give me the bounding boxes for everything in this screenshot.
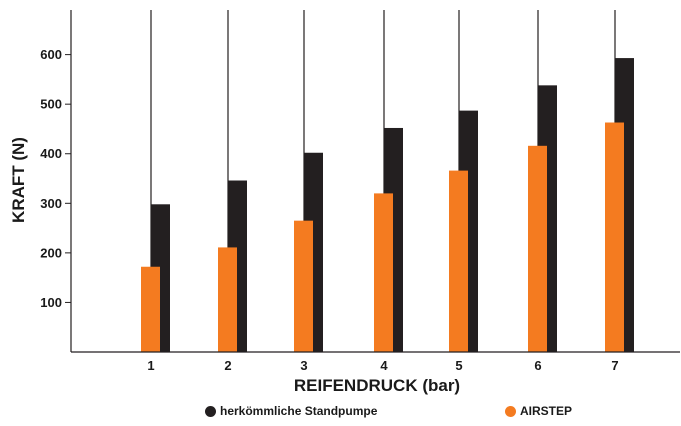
- bar-airstep-1: [141, 266, 160, 352]
- y-tick-label-100: 100: [40, 295, 62, 310]
- bar-airstep-2: [218, 247, 237, 352]
- legend: herkömmliche Standpumpe AIRSTEP: [0, 404, 681, 424]
- y-tick-labels: 100 200 300 400 500 600: [40, 47, 71, 310]
- x-tick-label-3: 3: [300, 358, 307, 373]
- y-tick-label-500: 500: [40, 97, 62, 112]
- axes: [70, 10, 680, 353]
- bar-airstep-5: [449, 170, 468, 352]
- y-tick-label-300: 300: [40, 196, 62, 211]
- bar-airstep-7: [605, 122, 624, 352]
- x-tick-label-6: 6: [534, 358, 541, 373]
- x-axis-title: REIFENDRUCK (bar): [294, 376, 460, 395]
- x-tick-label-4: 4: [380, 358, 388, 373]
- legend-label: AIRSTEP: [520, 404, 573, 418]
- legend-label: herkömmliche Standpumpe: [220, 404, 378, 418]
- legend-dot-icon: [505, 405, 516, 417]
- y-axis-title: KRAFT (N): [9, 137, 28, 223]
- x-tick-labels: 1 2 3 4 5 6 7: [147, 358, 618, 373]
- bar-airstep-3: [294, 220, 313, 352]
- x-tick-label-7: 7: [611, 358, 618, 373]
- y-tick-label-600: 600: [40, 47, 62, 62]
- legend-item-airstep: AIRSTEP: [505, 404, 572, 418]
- x-tick-label-1: 1: [147, 358, 154, 373]
- legend-dot-icon: [205, 405, 216, 417]
- legend-item-standpumpe: herkömmliche Standpumpe: [205, 404, 377, 418]
- y-tick-label-200: 200: [40, 245, 62, 260]
- bar-airstep-4: [374, 193, 393, 352]
- x-tick-label-5: 5: [455, 358, 462, 373]
- bar-series: [141, 58, 634, 353]
- y-tick-label-400: 400: [40, 146, 62, 161]
- bar-airstep-6: [528, 145, 547, 352]
- x-tick-label-2: 2: [224, 358, 231, 373]
